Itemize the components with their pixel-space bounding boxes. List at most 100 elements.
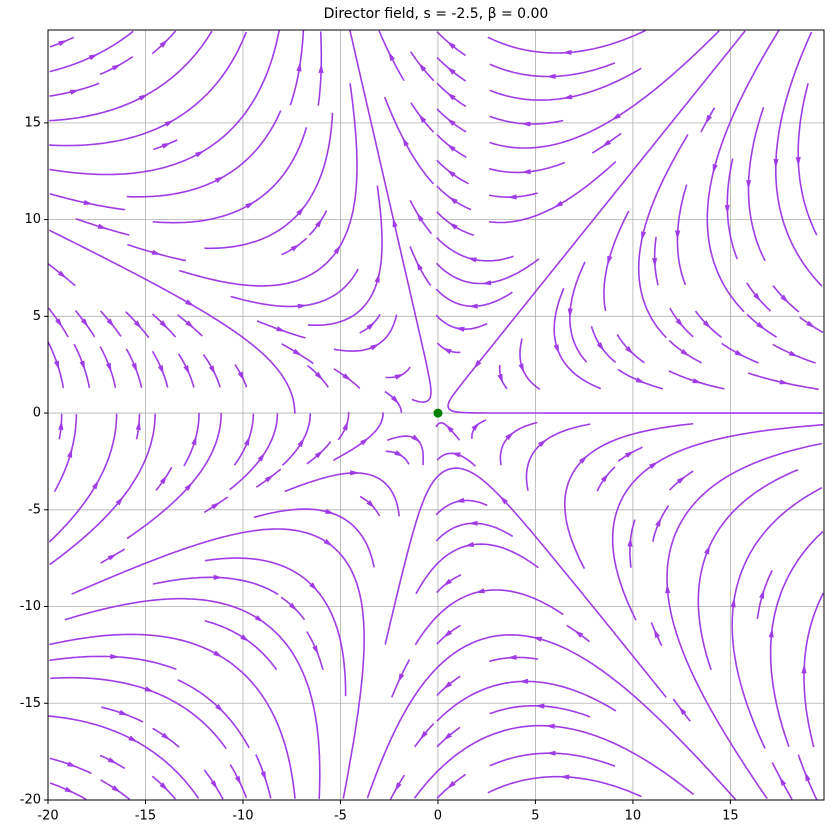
streamline-arrow bbox=[215, 704, 224, 713]
streamline-arrow bbox=[276, 326, 286, 332]
streamline bbox=[564, 422, 694, 570]
streamline-arrow bbox=[309, 582, 318, 591]
streamline-arrow bbox=[455, 497, 465, 503]
streamline-arrow bbox=[64, 786, 74, 793]
streamline bbox=[125, 348, 143, 388]
streamline-arrow bbox=[611, 113, 621, 121]
streamline-arrow bbox=[240, 634, 250, 642]
streamline-arrow bbox=[290, 244, 300, 252]
streamline-arrow bbox=[448, 222, 458, 230]
streamline bbox=[499, 421, 538, 466]
streamline bbox=[384, 467, 667, 698]
streamline bbox=[53, 414, 78, 492]
streamline-arrow bbox=[652, 257, 658, 268]
streamline-arrow bbox=[107, 757, 118, 764]
streamline-arrow bbox=[323, 538, 333, 547]
streamline-arrow bbox=[627, 537, 633, 547]
streamline bbox=[489, 30, 720, 149]
streamline bbox=[47, 341, 65, 389]
streamline-arrow bbox=[79, 360, 85, 371]
streamline-arrow bbox=[195, 150, 205, 158]
streamline-arrow bbox=[333, 245, 341, 255]
streamline-arrow bbox=[545, 723, 555, 729]
streamline-arrow bbox=[342, 421, 348, 431]
streamline bbox=[204, 557, 347, 697]
streamline bbox=[706, 29, 780, 313]
streamline-arrow bbox=[635, 377, 646, 384]
streamline-arrow bbox=[151, 249, 162, 255]
streamline-arrow bbox=[390, 395, 400, 405]
streamline-arrow bbox=[135, 420, 141, 431]
streamline-arrow bbox=[730, 598, 736, 608]
streamline bbox=[487, 29, 646, 54]
streamline-arrow bbox=[161, 732, 171, 741]
y-tick-label: 15 bbox=[24, 115, 41, 130]
streamline-arrow bbox=[416, 212, 424, 222]
streamline bbox=[616, 333, 645, 364]
streamline bbox=[359, 313, 381, 334]
streamline-arrow bbox=[418, 114, 427, 123]
streamline bbox=[569, 261, 588, 363]
streamline bbox=[435, 421, 461, 441]
streamline-arrow bbox=[759, 589, 765, 599]
streamline bbox=[669, 307, 694, 338]
streamline-arrow bbox=[625, 346, 634, 355]
streamline-arrow bbox=[562, 49, 572, 55]
streamline bbox=[48, 413, 118, 543]
streamline-arrow bbox=[567, 308, 573, 318]
streamline bbox=[487, 775, 642, 798]
y-tick-label: 10 bbox=[24, 212, 41, 227]
streamline-arrow bbox=[446, 41, 456, 50]
streamline-arrow bbox=[128, 735, 138, 743]
streamline-arrow bbox=[702, 320, 712, 329]
streamline bbox=[233, 413, 255, 466]
y-tick-label: 0 bbox=[33, 406, 41, 421]
streamline-arrow bbox=[314, 450, 324, 459]
streamline-arrow bbox=[83, 200, 94, 205]
streamline bbox=[307, 185, 383, 326]
streamline-arrow bbox=[680, 349, 690, 357]
streamline-arrow bbox=[297, 303, 308, 309]
streamline bbox=[152, 576, 279, 596]
y-tick-label: -15 bbox=[20, 696, 41, 711]
streamline-arrow bbox=[254, 615, 264, 623]
streamline bbox=[637, 134, 689, 339]
streamline bbox=[359, 495, 381, 517]
marker bbox=[433, 408, 443, 418]
streamline-arrow bbox=[416, 261, 423, 271]
streamline bbox=[366, 634, 737, 801]
streamline bbox=[769, 530, 824, 748]
streamline bbox=[489, 705, 591, 718]
streamline bbox=[50, 676, 227, 750]
streamline-arrow bbox=[446, 780, 456, 789]
streamline-arrow bbox=[214, 176, 225, 183]
streamline-arrow bbox=[559, 774, 570, 780]
streamline bbox=[590, 325, 617, 364]
streamline-arrow bbox=[518, 363, 524, 373]
streamline-arrow bbox=[208, 365, 216, 375]
y-tick-label: -5 bbox=[28, 502, 41, 517]
streamline-arrow bbox=[133, 320, 142, 329]
streamline-arrow bbox=[131, 362, 138, 373]
stream-layer bbox=[47, 29, 825, 801]
streamline-arrow bbox=[257, 452, 265, 462]
streamline-arrow bbox=[446, 92, 456, 101]
streamline-arrow bbox=[806, 320, 816, 328]
streamline-arrow bbox=[505, 431, 514, 441]
streamline bbox=[49, 82, 100, 97]
streamline bbox=[797, 83, 818, 236]
streamline-arrow bbox=[473, 359, 482, 369]
streamline-arrow bbox=[185, 320, 195, 329]
streamline-arrow bbox=[118, 709, 129, 716]
x-tick-label: -5 bbox=[334, 809, 347, 824]
streamline-arrow bbox=[468, 303, 478, 309]
streamline-arrow bbox=[780, 294, 789, 304]
streamline-arrow bbox=[183, 365, 190, 375]
streamline-arrow bbox=[411, 434, 421, 443]
streamline-arrow bbox=[191, 435, 197, 446]
streamline bbox=[73, 343, 91, 388]
streamline bbox=[49, 31, 247, 147]
streamline-arrow bbox=[315, 218, 323, 228]
x-tick-label: 15 bbox=[722, 809, 739, 824]
